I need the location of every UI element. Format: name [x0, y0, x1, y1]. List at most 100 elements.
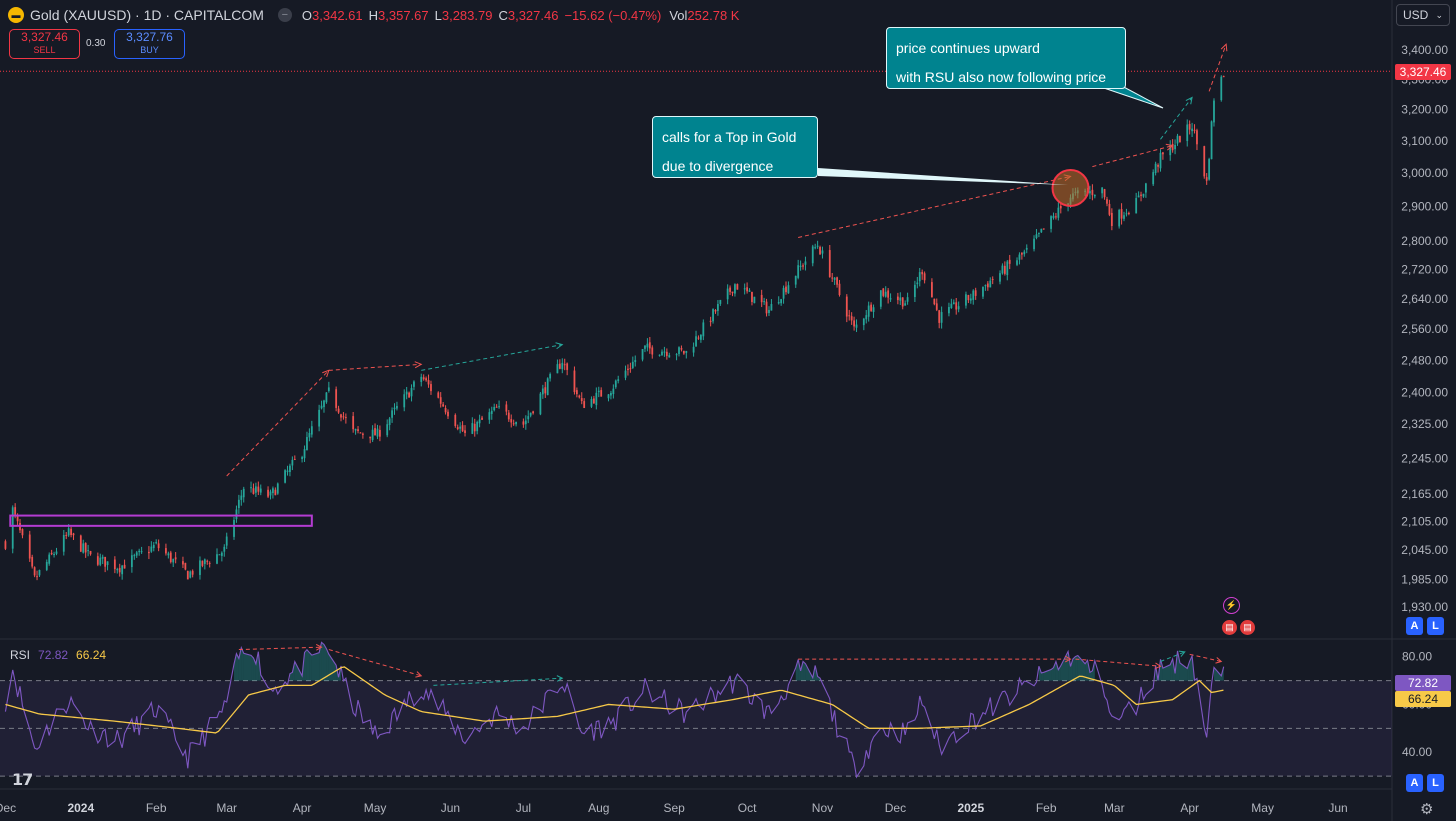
- rsi-overbought-fill: [306, 649, 310, 681]
- minus-icon[interactable]: −: [277, 8, 292, 22]
- rsi-overbought-fill: [1162, 664, 1171, 681]
- rsi-overbought-fill: [251, 655, 254, 681]
- candle-body: [79, 535, 82, 552]
- candle-body: [699, 334, 702, 340]
- candle-body: [753, 296, 756, 304]
- log-scale-button[interactable]: L: [1427, 617, 1444, 635]
- candle-body: [201, 560, 204, 566]
- lightning-icon[interactable]: ⚡: [1223, 597, 1240, 614]
- candle-body: [597, 390, 600, 393]
- candle-body: [189, 571, 192, 578]
- candle-body: [118, 567, 121, 573]
- candle-body: [862, 318, 865, 326]
- high-label: H: [368, 7, 379, 23]
- candle-body: [590, 398, 593, 407]
- candle-body: [1033, 238, 1035, 250]
- candle-body: [702, 322, 705, 337]
- candle-body: [113, 559, 116, 570]
- candle-body: [1055, 216, 1057, 218]
- x-tick-label: Dec: [0, 801, 16, 815]
- candle-body: [644, 345, 646, 349]
- candle-body: [148, 551, 150, 554]
- candle-body: [889, 298, 892, 300]
- candle-body: [651, 347, 654, 355]
- candle-body: [55, 551, 58, 554]
- x-tick-label: May: [1251, 801, 1274, 815]
- candle-body: [967, 295, 970, 301]
- candle-body: [1093, 194, 1096, 197]
- candle-body: [14, 507, 17, 515]
- candle-body: [882, 288, 885, 296]
- rsi-line: [4, 641, 1225, 779]
- rsi-overbought-fill: [1070, 658, 1073, 681]
- gear-icon[interactable]: ⚙: [1420, 801, 1434, 818]
- candle-body: [461, 425, 464, 432]
- candle-body: [155, 542, 158, 544]
- candle-body: [36, 576, 38, 578]
- candle-body: [855, 324, 858, 328]
- callout-divergence[interactable]: calls for a Top in Gold due to divergenc…: [652, 116, 818, 178]
- candle-body: [1008, 259, 1011, 264]
- callout-price-upward[interactable]: price continues upward with RSU also now…: [886, 27, 1126, 89]
- buy-button[interactable]: 3,327.76 BUY: [114, 29, 185, 59]
- candle-body: [938, 310, 941, 323]
- candle-body: [150, 546, 153, 552]
- currency-selector[interactable]: USD ⌄: [1396, 4, 1450, 26]
- candle-body: [140, 551, 143, 553]
- x-tick-label: Jul: [516, 801, 531, 815]
- candle-body: [549, 374, 552, 379]
- trend-arrow: [798, 175, 1071, 238]
- candle-body: [999, 273, 1001, 282]
- rsi-overbought-fill: [1189, 655, 1193, 681]
- arrow-head: [555, 342, 564, 350]
- candle-body: [396, 405, 398, 409]
- candle-body: [208, 562, 211, 564]
- x-tick-label: Apr: [293, 801, 312, 815]
- candle-body: [1157, 164, 1159, 167]
- us-flag-icon[interactable]: ▤: [1222, 620, 1237, 635]
- candle-body: [199, 560, 201, 575]
- rsi-auto-scale-button[interactable]: A: [1406, 774, 1423, 792]
- candle-body: [1193, 129, 1196, 131]
- us-flag-icon[interactable]: ▤: [1240, 620, 1255, 635]
- rsi-value-tag: 72.82: [1395, 675, 1451, 691]
- candle-body: [510, 419, 513, 423]
- candle-body: [28, 534, 31, 559]
- candle-body: [420, 376, 423, 382]
- symbol-header: ▬ Gold (XAUUSD) · 1D · CAPITALCOM − O 3,3…: [8, 5, 745, 25]
- candle-body: [182, 561, 184, 565]
- candle-body: [16, 515, 19, 522]
- candle-body: [53, 553, 55, 556]
- candle-body: [1106, 199, 1108, 204]
- candle-body: [865, 315, 868, 320]
- rsi-tick-label: 80.00: [1402, 650, 1432, 664]
- trend-arrow: [1160, 97, 1193, 140]
- rsi-overbought-fill: [1055, 661, 1059, 681]
- symbol-title[interactable]: Gold (XAUUSD) · 1D · CAPITALCOM: [30, 7, 264, 23]
- candle-body: [303, 449, 306, 459]
- candle-body: [1137, 195, 1140, 198]
- close-value: 3,327.46: [507, 7, 559, 23]
- rsi-log-scale-button[interactable]: L: [1427, 774, 1444, 792]
- rsi-overbought-fill: [1051, 667, 1054, 681]
- candle-body: [393, 407, 396, 410]
- candle-body: [493, 407, 496, 411]
- candle-body: [1171, 143, 1174, 151]
- callout-line: price continues upward: [896, 40, 1040, 56]
- candle-body: [133, 555, 136, 557]
- current-price-tag: 3,327.46: [1395, 64, 1451, 80]
- candle-body: [1159, 152, 1162, 169]
- candle-body: [89, 550, 92, 555]
- rsi-ma-line: [5, 666, 1224, 734]
- candle-body: [289, 465, 291, 473]
- candle-body: [663, 351, 666, 353]
- callout-pointer: [818, 168, 1068, 185]
- sell-button[interactable]: 3,327.46 SELL: [9, 29, 80, 59]
- y-tick-label: 2,325.00: [1401, 417, 1448, 431]
- rsi-overbought-fill: [1043, 669, 1052, 681]
- rsi-overbought-fill: [311, 652, 320, 681]
- candle-body: [121, 565, 124, 575]
- auto-scale-button[interactable]: A: [1406, 617, 1423, 635]
- candle-body: [957, 306, 960, 310]
